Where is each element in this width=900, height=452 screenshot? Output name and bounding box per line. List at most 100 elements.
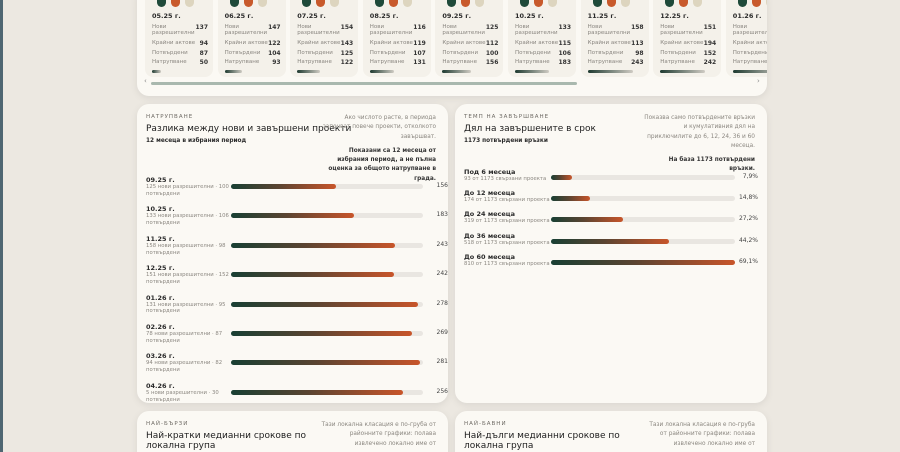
month-stat-new: Нови разрешителни 158 <box>588 24 644 36</box>
accumulation-mini-bar <box>297 70 320 73</box>
month-stat-acts: Крайни актове <box>733 40 767 46</box>
stat-label: Нови разрешителни <box>152 24 195 36</box>
legend-pills <box>229 0 267 7</box>
month-card[interactable]: 07.25 г. Нови разрешителни 154 Крайни актов… <box>290 0 359 77</box>
month-card[interactable]: 05.25 г. Нови разрешителни 137 Крайни актов… <box>145 0 213 77</box>
month-stat-accum: Натрупване <box>733 59 767 65</box>
panel-kicker: НАЙ-БАВНИ <box>464 421 507 427</box>
row-detail: 131 нови разрешителни · 95 потвърдени <box>146 301 226 315</box>
month-card[interactable]: 09.25 г. Нови разрешителни 125 Крайни актов… <box>435 0 504 77</box>
row-detail: 125 нови разрешителни · 100 потвърдени <box>146 184 229 197</box>
row-detail: 174 от 1173 свързани проекта <box>464 197 550 204</box>
bar-fill <box>231 360 421 366</box>
bar-track <box>551 217 735 223</box>
bar-track <box>551 259 735 265</box>
horizontal-scrollbar[interactable] <box>151 82 577 85</box>
month-stat-confirmed: Потвърдени 125 <box>297 50 353 57</box>
green-pill-icon <box>374 0 384 7</box>
month-date: 07.25 г. <box>297 12 326 20</box>
row-value: 256 <box>436 387 448 395</box>
row-detail: 93 от 1173 свързани проекта <box>464 176 547 182</box>
month-stat-confirmed: Потвърдени 87 <box>152 50 208 57</box>
month-stat-accum: Натрупване 183 <box>515 59 571 66</box>
month-stat-new: Нови разрешителни 154 <box>297 24 353 36</box>
row-label: 10.25 г. <box>146 205 175 214</box>
month-date: 06.25 г. <box>224 12 254 20</box>
accumulation-mini-bar <box>515 70 549 73</box>
scroll-right-icon[interactable]: › <box>757 77 760 85</box>
month-card[interactable]: 06.25 г. Нови разрешителни 147 Крайни актов… <box>217 0 286 77</box>
month-card[interactable]: 01.26 г. Нови разрешителни Крайни актове По… <box>725 0 767 77</box>
accumulation-row: 01.26 г. 131 нови разрешителни · 95 потвъ… <box>146 293 448 316</box>
stat-value: 100 <box>485 50 499 57</box>
month-stat-acts: Крайни актове 143 <box>297 40 353 47</box>
accumulation-row: 02.26 г. 78 нови разрешителни · 87 потвър… <box>146 323 448 345</box>
month-stat-confirmed: Потвърдени 100 <box>442 50 498 57</box>
slowest-groups-panel: НАЙ-БАВНИ Най-дълги медианни срокове по … <box>455 411 767 452</box>
month-stat-acts: Крайни актове 94 <box>152 40 208 47</box>
panel-note: Ако числото расте, в периода започват по… <box>322 115 436 140</box>
accumulation-mini-bar <box>369 70 395 73</box>
beige-pill-icon <box>330 0 340 7</box>
stat-value: 133 <box>558 24 571 31</box>
row-label: 03.26 г. <box>146 352 175 361</box>
month-stat-confirmed: Потвърдени 98 <box>588 50 644 57</box>
bar-fill <box>551 175 573 180</box>
stat-value: 147 <box>268 24 281 31</box>
stat-label: Потвърдени <box>442 50 479 56</box>
completion-row: До 24 месеца 319 от 1173 свързани проекта… <box>464 210 758 232</box>
row-detail: 151 нови разрешителни · 152 потвърдени <box>146 272 229 286</box>
stat-label: Потвърдени <box>515 50 551 56</box>
row-value: 269 <box>436 329 448 336</box>
bar-fill <box>231 301 419 307</box>
monthly-cards-strip[interactable]: 05.25 г. Нови разрешителни 137 Крайни актов… <box>145 0 767 80</box>
month-card[interactable]: 11.25 г. Нови разрешителни 158 Крайни актов… <box>580 0 649 77</box>
beige-pill-icon <box>765 0 767 7</box>
stat-label: Натрупване <box>515 59 550 65</box>
accumulation-mini-bar <box>442 70 472 73</box>
row-value: 44,2% <box>738 236 758 244</box>
bar-fill <box>231 331 413 336</box>
accumulation-mini-bar <box>660 70 706 73</box>
beige-pill-icon <box>693 0 703 7</box>
month-stat-new: Нови разрешителни 125 <box>442 24 498 36</box>
stat-value: 243 <box>631 59 644 66</box>
month-card[interactable]: 12.25 г. Нови разрешителни 151 Крайни актов… <box>653 0 722 77</box>
orange-pill-icon <box>751 0 761 7</box>
row-label: 01.26 г. <box>146 293 175 302</box>
beige-pill-icon <box>402 0 412 7</box>
stat-label: Потвърдени <box>732 50 767 56</box>
bar-fill <box>551 259 735 265</box>
bar-fill <box>551 196 591 202</box>
stat-value: 125 <box>340 50 354 57</box>
panel-kicker: ТЕМП НА ЗАВЪРШВАНЕ <box>464 114 550 120</box>
month-stat-accum: Натрупване 242 <box>660 59 716 66</box>
stat-label: Потвърдени <box>224 50 261 56</box>
month-stat-new: Нови разрешителни 151 <box>660 24 716 36</box>
completion-pace-panel: ТЕМП НА ЗАВЪРШВАНЕ Дял на завършените в … <box>455 104 767 403</box>
stat-label: Крайни актове <box>297 40 341 46</box>
panel-subtitle: 12 месеца в избрания период <box>146 138 247 144</box>
green-pill-icon <box>737 0 747 7</box>
stat-label: Нови разрешителни <box>224 24 268 36</box>
stat-label: Крайни актове <box>369 40 413 46</box>
stat-value: 122 <box>268 40 281 47</box>
scroll-left-icon[interactable]: ‹ <box>144 77 147 85</box>
month-stat-accum: Натрупване 93 <box>225 59 281 66</box>
panel-note-bold: Показани са 12 месеца от избрания период… <box>328 147 436 182</box>
month-stat-accum: Натрупване 243 <box>588 59 644 66</box>
stat-label: Натрупване <box>660 59 695 65</box>
bar-fill <box>231 389 404 395</box>
accumulation-mini-bar <box>732 70 767 73</box>
stat-value: 152 <box>703 50 717 57</box>
panel-title: Дял на завършените в срок <box>464 124 596 134</box>
stat-label: Нови разрешителни <box>369 24 413 36</box>
stat-label: Натрупване <box>442 59 478 65</box>
orange-pill-icon <box>388 0 398 7</box>
month-card[interactable]: 10.25 г. Нови разрешителни 133 Крайни актов… <box>508 0 576 77</box>
legend-pills <box>737 0 767 7</box>
stat-value: 107 <box>413 50 426 57</box>
row-value: 14,8% <box>738 194 758 202</box>
bar-track <box>551 196 735 202</box>
month-card[interactable]: 08.25 г. Нови разрешителни 116 Крайни актов… <box>362 0 431 77</box>
